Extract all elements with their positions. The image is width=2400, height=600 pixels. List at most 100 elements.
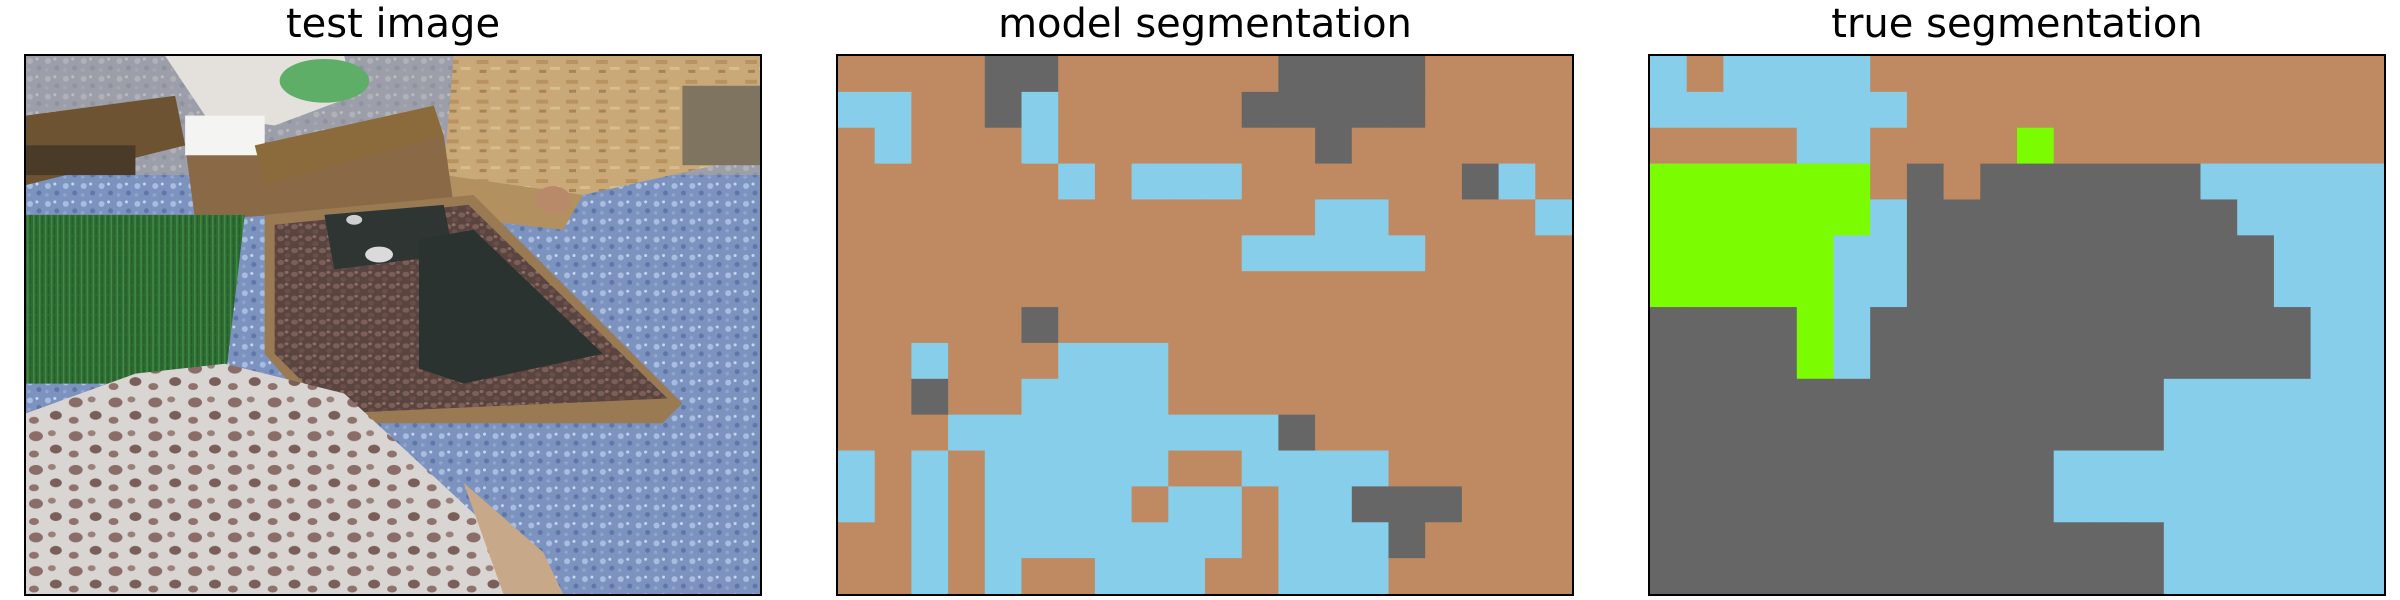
segment-cell-water bbox=[2310, 271, 2348, 308]
segment-cell-water bbox=[2163, 558, 2202, 594]
segment-cell-soil bbox=[1021, 163, 1059, 201]
segment-cell-water bbox=[838, 486, 876, 523]
segment-cell-soil bbox=[1535, 91, 1572, 129]
segment-cell-soil bbox=[1241, 342, 1279, 380]
segment-cell-soil bbox=[1131, 127, 1169, 165]
segment-cell-soil bbox=[1094, 163, 1133, 201]
segment-cell-soil bbox=[1094, 56, 1133, 93]
segment-cell-water bbox=[2053, 486, 2091, 523]
segment-cell-soil bbox=[1168, 450, 1206, 487]
segment-cell-soil bbox=[1168, 271, 1206, 308]
segment-cell-rock bbox=[2053, 271, 2091, 308]
segment-cell-rock bbox=[2017, 199, 2055, 236]
segment-cell-water bbox=[1058, 342, 1096, 380]
segment-cell-rock bbox=[2163, 235, 2202, 272]
segment-cell-soil bbox=[2090, 91, 2128, 129]
segment-cell-soil bbox=[1131, 56, 1169, 93]
segment-cell-rock bbox=[1021, 56, 1059, 93]
segment-cell-water bbox=[1498, 163, 1536, 201]
segment-cell-rock bbox=[2200, 307, 2238, 344]
segment-cell-water bbox=[1094, 522, 1133, 559]
segment-cell-rock bbox=[1943, 522, 1981, 559]
segment-cell-soil bbox=[874, 199, 912, 236]
segment-cell-water bbox=[2310, 342, 2348, 380]
segment-cell-rock bbox=[1388, 56, 1426, 93]
segment-cell-soil bbox=[1168, 307, 1206, 344]
segment-cell-rock bbox=[2127, 199, 2165, 236]
segment-cell-soil bbox=[1498, 558, 1536, 594]
segment-cell-water bbox=[1131, 450, 1169, 487]
segment-cell-water bbox=[1315, 486, 1353, 523]
segment-cell-soil bbox=[911, 163, 949, 201]
segment-cell-rock bbox=[1315, 56, 1353, 93]
segment-cell-soil bbox=[874, 307, 912, 344]
segment-cell-soil bbox=[948, 342, 986, 380]
segment-cell-soil bbox=[874, 235, 912, 272]
segment-cell-soil bbox=[838, 342, 876, 380]
segment-cell-water bbox=[1094, 450, 1133, 487]
segment-cell-soil bbox=[1388, 127, 1426, 165]
segment-cell-rock bbox=[2200, 235, 2238, 272]
segment-cell-rock bbox=[984, 56, 1023, 93]
segment-cell-rock bbox=[1980, 307, 2018, 344]
segment-cell-water bbox=[1686, 91, 1724, 129]
segment-cell-water bbox=[2310, 163, 2348, 201]
segment-cell-soil bbox=[1131, 307, 1169, 344]
segment-cell-rock bbox=[1686, 342, 1724, 380]
segment-cell-water bbox=[1021, 91, 1059, 129]
segment-cell-soil bbox=[1241, 199, 1279, 236]
segment-cell-soil bbox=[1870, 56, 1908, 93]
segment-cell-soil bbox=[1723, 127, 1761, 165]
segment-cell-water bbox=[1535, 199, 1572, 236]
segment-cell-soil bbox=[838, 56, 876, 93]
segment-cell-rock bbox=[1980, 522, 2018, 559]
segment-cell-rock bbox=[1943, 199, 1981, 236]
segment-cell-soil bbox=[2090, 56, 2128, 93]
segment-cell-soil bbox=[1241, 558, 1279, 594]
segment-cell-soil bbox=[2273, 91, 2312, 129]
segment-cell-rock bbox=[1870, 450, 1908, 487]
segment-cell-soil bbox=[838, 522, 876, 559]
segment-cell-water bbox=[2347, 163, 2384, 201]
segment-cell-soil bbox=[1498, 235, 1536, 272]
segment-cell-rock bbox=[1980, 163, 2018, 201]
segment-cell-rock bbox=[1943, 414, 1981, 452]
segment-cell-water bbox=[2163, 414, 2202, 452]
segment-cell-water bbox=[2310, 450, 2348, 487]
segment-cell-rock bbox=[1278, 56, 1316, 93]
segment-cell-water bbox=[1058, 450, 1096, 487]
segment-cell-water bbox=[2237, 522, 2275, 559]
segment-cell-water bbox=[1131, 558, 1169, 594]
segment-cell-soil bbox=[984, 163, 1023, 201]
segment-cell-soil bbox=[984, 127, 1023, 165]
segment-cell-rock bbox=[1943, 235, 1981, 272]
segment-cell-grass bbox=[1650, 271, 1688, 308]
segment-cell-soil bbox=[1461, 127, 1500, 165]
segment-cell-rock bbox=[2273, 342, 2312, 380]
segment-cell-soil bbox=[911, 91, 949, 129]
segment-cell-soil bbox=[1205, 307, 1243, 344]
segment-cell-rock bbox=[2017, 235, 2055, 272]
segment-cell-rock bbox=[1760, 342, 1798, 380]
segment-cell-rock bbox=[2163, 307, 2202, 344]
segment-cell-water bbox=[2237, 378, 2275, 416]
segment-cell-water bbox=[1021, 522, 1059, 559]
segment-cell-rock bbox=[1943, 307, 1981, 344]
segment-cell-soil bbox=[1388, 558, 1426, 594]
segment-cell-soil bbox=[1425, 91, 1463, 129]
segment-cell-water bbox=[1058, 522, 1096, 559]
segment-cell-rock bbox=[2017, 307, 2055, 344]
segment-cell-rock bbox=[1833, 450, 1871, 487]
segment-cell-rock bbox=[1943, 558, 1981, 594]
segment-cell-grass bbox=[1723, 199, 1761, 236]
segment-cell-soil bbox=[948, 486, 986, 523]
segment-cell-soil bbox=[874, 558, 912, 594]
segment-cell-rock bbox=[1796, 450, 1835, 487]
segment-cell-grass bbox=[1760, 271, 1798, 308]
segment-cell-water bbox=[2127, 450, 2165, 487]
segment-cell-rock bbox=[2273, 307, 2312, 344]
test-image-frame bbox=[24, 54, 762, 596]
segment-cell-soil bbox=[1425, 127, 1463, 165]
segment-cell-soil bbox=[1943, 163, 1981, 201]
segment-cell-water bbox=[1094, 486, 1133, 523]
